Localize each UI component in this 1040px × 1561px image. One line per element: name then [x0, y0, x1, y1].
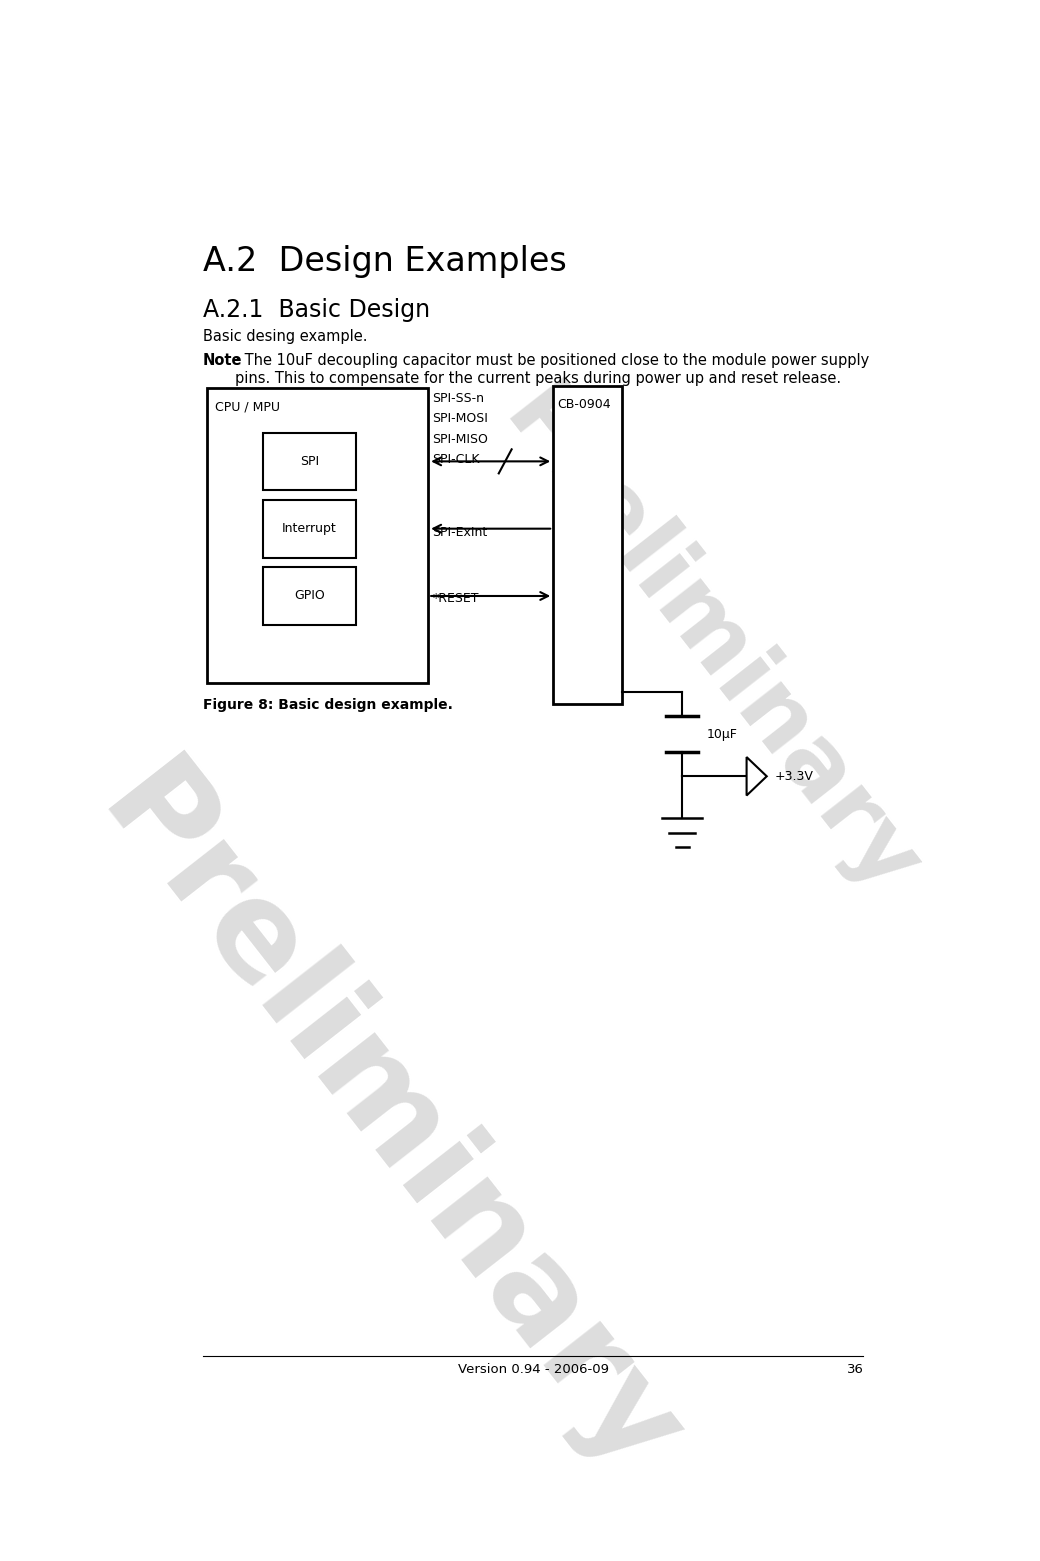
Text: SPI-ExInt: SPI-ExInt [433, 526, 488, 539]
Text: 36: 36 [847, 1363, 863, 1375]
Text: 10μF: 10μF [706, 727, 737, 741]
Text: SPI: SPI [300, 454, 319, 468]
Text: A.2.1  Basic Design: A.2.1 Basic Design [203, 298, 430, 322]
Text: SPI-SS-n: SPI-SS-n [433, 392, 485, 404]
Text: Basic desing example.: Basic desing example. [203, 329, 367, 343]
Text: SPI-CLK: SPI-CLK [433, 453, 479, 465]
Bar [263, 567, 356, 624]
Text: Figure 8: Basic design example.: Figure 8: Basic design example. [203, 698, 452, 712]
Text: SPI-MOSI: SPI-MOSI [433, 412, 488, 425]
Bar [263, 432, 356, 490]
Bar [553, 386, 622, 704]
Bar [207, 389, 428, 682]
Text: CPU / MPU: CPU / MPU [214, 400, 280, 414]
Text: : The 10uF decoupling capacitor must be positioned close to the module power sup: : The 10uF decoupling capacitor must be … [235, 353, 869, 386]
Text: +3.3V: +3.3V [775, 770, 813, 782]
Text: Interrupt: Interrupt [282, 523, 337, 535]
Text: Version 0.94 - 2006-09: Version 0.94 - 2006-09 [458, 1363, 608, 1375]
Text: GPIO: GPIO [294, 590, 324, 603]
Text: SPI-MISO: SPI-MISO [433, 432, 488, 445]
Bar [263, 500, 356, 557]
Polygon shape [747, 757, 766, 796]
Text: A.2  Design Examples: A.2 Design Examples [203, 245, 567, 278]
Text: Preliminary: Preliminary [485, 373, 936, 915]
Text: Note: Note [203, 353, 242, 368]
Text: Preliminary: Preliminary [73, 746, 703, 1503]
Text: *RESET: *RESET [433, 592, 478, 606]
Text: CB-0904: CB-0904 [557, 398, 610, 411]
